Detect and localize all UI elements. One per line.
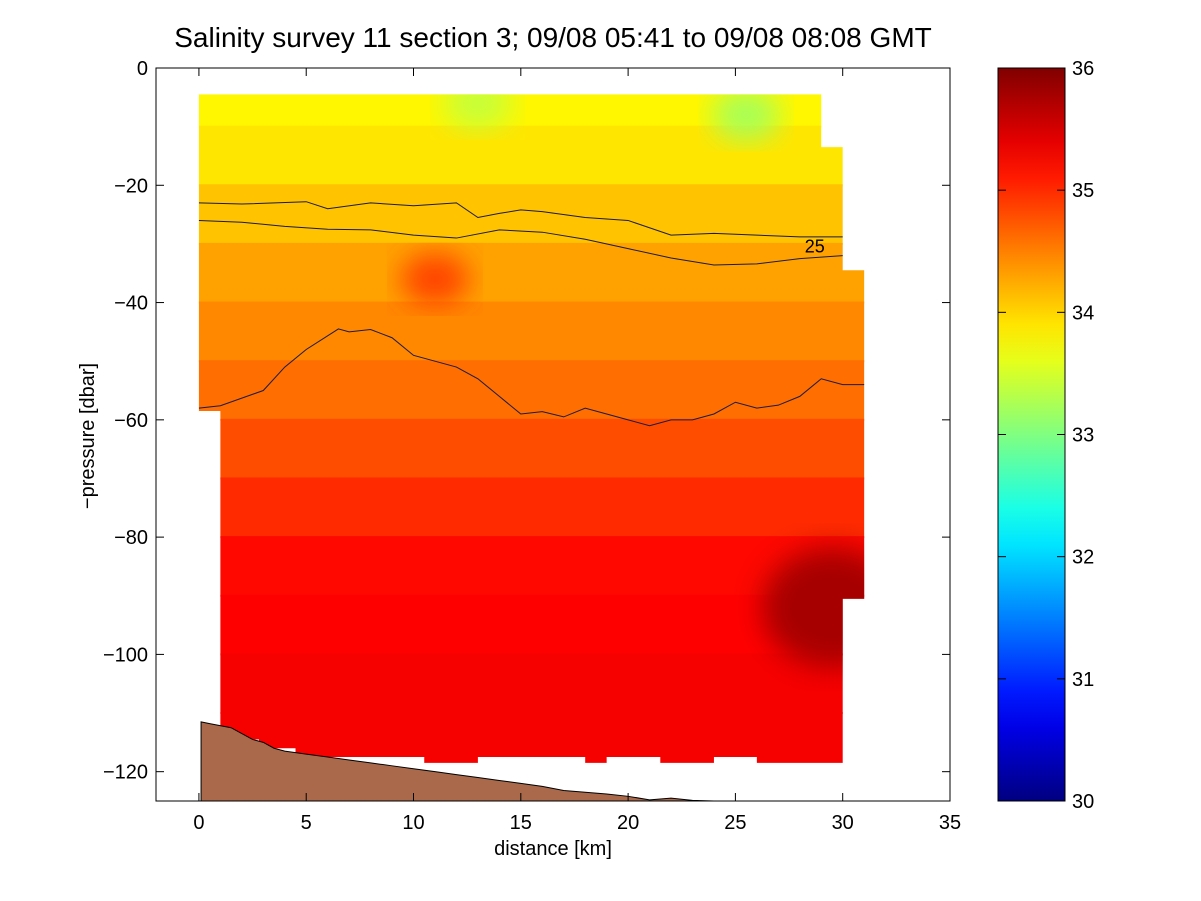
contour-label: 25	[805, 237, 825, 257]
contour-line	[198, 219, 843, 266]
colorbar-tick-label: 35	[1072, 180, 1094, 202]
contour-line	[198, 328, 865, 427]
x-axis: 0 5 10 15 20 25 30 35	[193, 68, 961, 834]
salinity-band	[198, 536, 865, 597]
y-axis: 0 −20 −40 −60 −80 −100 −120	[103, 58, 950, 784]
salinity-anomaly	[761, 547, 865, 668]
salinity-band	[198, 653, 865, 715]
salinity-band	[198, 125, 865, 187]
x-tick-label: 10	[402, 812, 424, 834]
plot-frame	[155, 67, 951, 802]
y-tick-label: −120	[103, 762, 148, 784]
colorbar-tick-label: 31	[1072, 669, 1094, 691]
salinity-anomaly	[400, 253, 469, 306]
x-tick-label: 5	[301, 812, 312, 834]
salinity-band	[198, 301, 865, 363]
y-tick-label: −20	[114, 175, 148, 197]
salinity-anomaly	[712, 94, 781, 141]
x-axis-label: distance [km]	[494, 838, 612, 860]
y-tick-label: 0	[137, 58, 148, 80]
x-tick-label: 0	[193, 812, 204, 834]
contour-line	[198, 201, 843, 238]
seabed-bathymetry	[200, 721, 714, 802]
x-tick-label: 15	[510, 812, 532, 834]
colorbar	[997, 67, 1066, 802]
salinity-band	[198, 360, 865, 421]
x-tick-label: 20	[617, 812, 639, 834]
chart-title: Salinity survey 11 section 3; 09/08 05:4…	[174, 22, 932, 53]
colorbar-tick-label: 32	[1072, 547, 1094, 569]
salinity-band	[198, 418, 865, 480]
y-axis-label: −pressure [dbar]	[77, 363, 99, 509]
colorbar-tick-label: 30	[1072, 791, 1094, 813]
colorbar-tick-label: 34	[1072, 302, 1094, 324]
x-tick-label: 35	[939, 812, 961, 834]
salinity-band	[198, 477, 865, 539]
salinity-band	[198, 242, 865, 304]
colorbar-tick-label: 33	[1072, 425, 1094, 447]
contour-lines	[198, 201, 865, 427]
x-tick-label: 30	[832, 812, 854, 834]
salinity-field	[198, 94, 865, 763]
y-tick-label: −100	[103, 644, 148, 666]
colorbar-axis: 30 31 32 33 34 35 36	[998, 58, 1094, 813]
y-tick-label: −40	[114, 293, 148, 315]
colorbar-tick-label: 36	[1072, 58, 1094, 80]
y-tick-label: −60	[114, 410, 148, 432]
x-tick-label: 25	[724, 812, 746, 834]
salinity-anomaly	[443, 94, 512, 130]
salinity-band	[198, 594, 865, 656]
y-tick-label: −80	[114, 527, 148, 549]
